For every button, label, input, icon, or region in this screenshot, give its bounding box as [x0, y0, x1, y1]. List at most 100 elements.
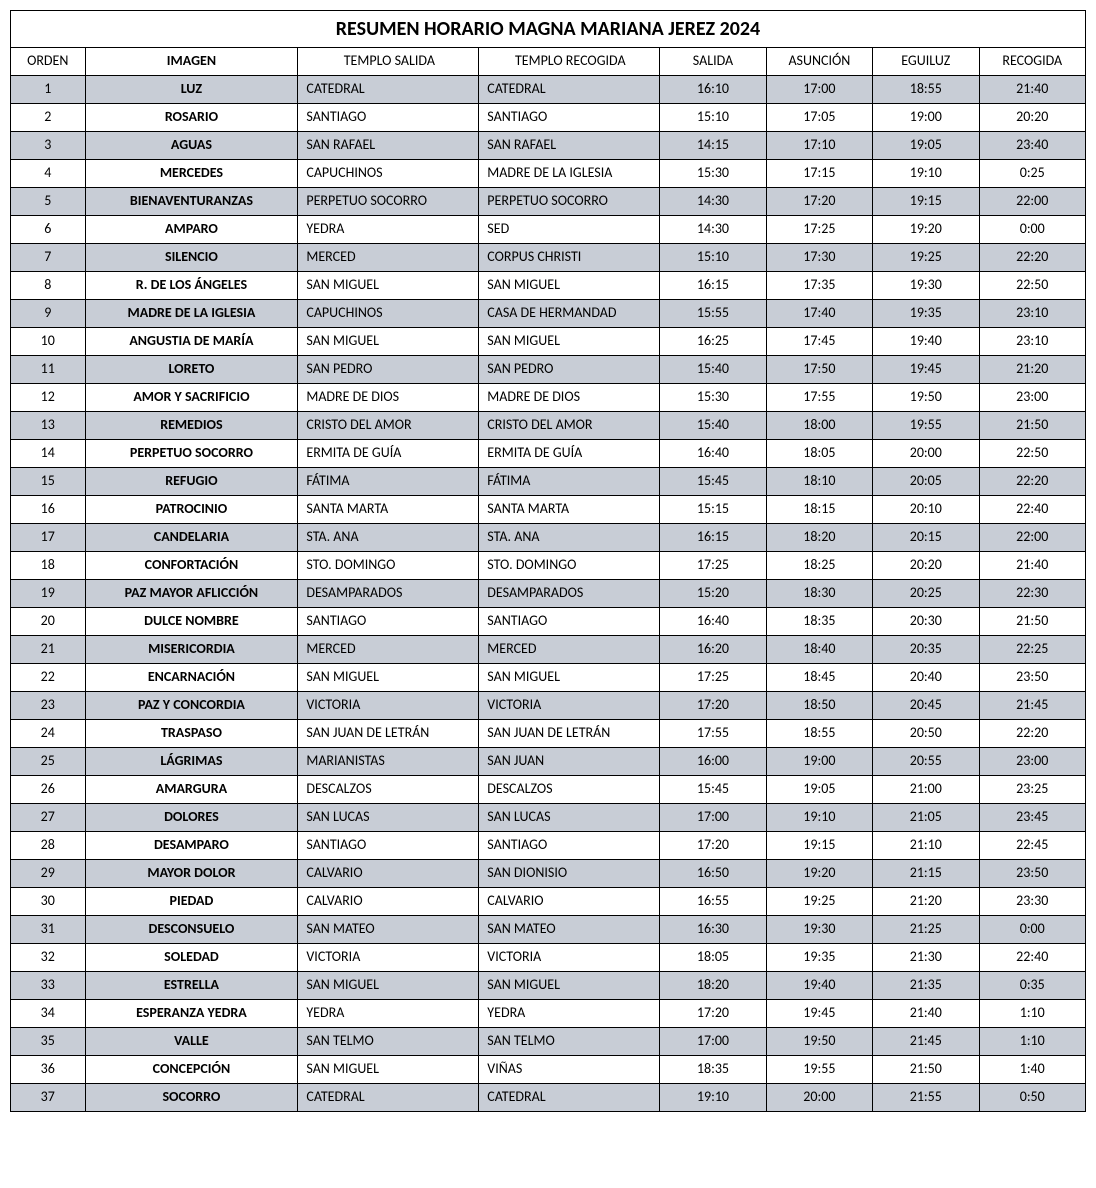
cell-salida: 16:50 [660, 859, 766, 887]
cell-eguiluz: 21:55 [873, 1083, 979, 1111]
col-header-templo-salida: TEMPLO SALIDA [298, 48, 479, 76]
cell-recogida: 0:00 [979, 915, 1086, 943]
cell-templo-recogida: SED [479, 215, 660, 243]
cell-eguiluz: 19:55 [873, 411, 979, 439]
table-row: 16PATROCINIOSANTA MARTASANTA MARTA15:151… [11, 495, 1086, 523]
cell-templo-recogida: SANTIAGO [479, 607, 660, 635]
cell-salida: 16:00 [660, 747, 766, 775]
cell-recogida: 22:20 [979, 467, 1086, 495]
cell-eguiluz: 20:20 [873, 551, 979, 579]
cell-asuncion: 17:45 [766, 327, 872, 355]
cell-orden: 32 [11, 943, 86, 971]
cell-imagen: MERCEDES [85, 159, 298, 187]
cell-recogida: 20:20 [979, 103, 1086, 131]
cell-orden: 20 [11, 607, 86, 635]
cell-templo-recogida: FÁTIMA [479, 467, 660, 495]
table-row: 4MERCEDESCAPUCHINOSMADRE DE LA IGLESIA15… [11, 159, 1086, 187]
cell-asuncion: 19:55 [766, 1055, 872, 1083]
cell-orden: 23 [11, 691, 86, 719]
cell-recogida: 22:30 [979, 579, 1086, 607]
cell-salida: 16:40 [660, 439, 766, 467]
cell-imagen: PERPETUO SOCORRO [85, 439, 298, 467]
table-row: 10ANGUSTIA DE MARÍASAN MIGUELSAN MIGUEL1… [11, 327, 1086, 355]
cell-recogida: 23:25 [979, 775, 1086, 803]
cell-eguiluz: 20:55 [873, 747, 979, 775]
cell-recogida: 1:40 [979, 1055, 1086, 1083]
cell-asuncion: 17:20 [766, 187, 872, 215]
cell-recogida: 23:45 [979, 803, 1086, 831]
cell-imagen: VALLE [85, 1027, 298, 1055]
cell-orden: 13 [11, 411, 86, 439]
cell-salida: 15:10 [660, 243, 766, 271]
cell-templo-salida: STA. ANA [298, 523, 479, 551]
cell-eguiluz: 21:00 [873, 775, 979, 803]
table-row: 32SOLEDADVICTORIAVICTORIA18:0519:3521:30… [11, 943, 1086, 971]
cell-templo-salida: CATEDRAL [298, 1083, 479, 1111]
table-row: 2ROSARIOSANTIAGOSANTIAGO15:1017:0519:002… [11, 103, 1086, 131]
cell-templo-salida: MERCED [298, 635, 479, 663]
cell-imagen: DESCONSUELO [85, 915, 298, 943]
cell-templo-salida: SAN JUAN DE LETRÁN [298, 719, 479, 747]
col-header-recogida: RECOGIDA [979, 48, 1086, 76]
cell-asuncion: 18:30 [766, 579, 872, 607]
cell-eguiluz: 18:55 [873, 75, 979, 103]
cell-templo-salida: SAN LUCAS [298, 803, 479, 831]
table-row: 31DESCONSUELOSAN MATEOSAN MATEO16:3019:3… [11, 915, 1086, 943]
cell-orden: 16 [11, 495, 86, 523]
cell-orden: 34 [11, 999, 86, 1027]
cell-asuncion: 17:25 [766, 215, 872, 243]
cell-templo-recogida: SAN MIGUEL [479, 663, 660, 691]
table-row: 37SOCORROCATEDRALCATEDRAL19:1020:0021:55… [11, 1083, 1086, 1111]
table-row: 29MAYOR DOLORCALVARIOSAN DIONISIO16:5019… [11, 859, 1086, 887]
col-header-templo-recogida: TEMPLO RECOGIDA [479, 48, 660, 76]
schedule-table: ORDEN IMAGEN TEMPLO SALIDA TEMPLO RECOGI… [10, 47, 1086, 1112]
cell-asuncion: 18:25 [766, 551, 872, 579]
cell-orden: 29 [11, 859, 86, 887]
cell-recogida: 23:50 [979, 663, 1086, 691]
cell-templo-recogida: MADRE DE DIOS [479, 383, 660, 411]
cell-asuncion: 17:30 [766, 243, 872, 271]
cell-salida: 16:55 [660, 887, 766, 915]
cell-orden: 6 [11, 215, 86, 243]
table-row: 35VALLESAN TELMOSAN TELMO17:0019:5021:45… [11, 1027, 1086, 1055]
cell-imagen: TRASPASO [85, 719, 298, 747]
cell-eguiluz: 20:40 [873, 663, 979, 691]
cell-templo-recogida: SAN PEDRO [479, 355, 660, 383]
cell-orden: 4 [11, 159, 86, 187]
cell-asuncion: 19:30 [766, 915, 872, 943]
cell-orden: 3 [11, 131, 86, 159]
cell-salida: 15:30 [660, 159, 766, 187]
cell-recogida: 23:30 [979, 887, 1086, 915]
table-row: 9MADRE DE LA IGLESIACAPUCHINOSCASA DE HE… [11, 299, 1086, 327]
cell-recogida: 21:50 [979, 607, 1086, 635]
cell-recogida: 22:20 [979, 243, 1086, 271]
cell-templo-recogida: SANTIAGO [479, 831, 660, 859]
cell-asuncion: 19:20 [766, 859, 872, 887]
cell-orden: 17 [11, 523, 86, 551]
cell-recogida: 22:45 [979, 831, 1086, 859]
table-row: 15REFUGIOFÁTIMAFÁTIMA15:4518:1020:0522:2… [11, 467, 1086, 495]
cell-asuncion: 18:05 [766, 439, 872, 467]
table-row: 36CONCEPCIÓNSAN MIGUELVIÑAS18:3519:5521:… [11, 1055, 1086, 1083]
table-row: 7SILENCIOMERCEDCORPUS CHRISTI15:1017:301… [11, 243, 1086, 271]
cell-templo-recogida: SANTA MARTA [479, 495, 660, 523]
cell-asuncion: 17:15 [766, 159, 872, 187]
cell-salida: 19:10 [660, 1083, 766, 1111]
cell-eguiluz: 19:30 [873, 271, 979, 299]
cell-eguiluz: 19:20 [873, 215, 979, 243]
cell-recogida: 22:00 [979, 187, 1086, 215]
table-row: 8R. DE LOS ÁNGELESSAN MIGUELSAN MIGUEL16… [11, 271, 1086, 299]
cell-orden: 28 [11, 831, 86, 859]
cell-asuncion: 18:20 [766, 523, 872, 551]
cell-templo-salida: MADRE DE DIOS [298, 383, 479, 411]
cell-recogida: 22:50 [979, 271, 1086, 299]
cell-templo-salida: DESCALZOS [298, 775, 479, 803]
cell-templo-salida: SAN MATEO [298, 915, 479, 943]
table-row: 18CONFORTACIÓNSTO. DOMINGOSTO. DOMINGO17… [11, 551, 1086, 579]
cell-recogida: 0:35 [979, 971, 1086, 999]
table-row: 11LORETOSAN PEDROSAN PEDRO15:4017:5019:4… [11, 355, 1086, 383]
table-row: 21MISERICORDIAMERCEDMERCED16:2018:4020:3… [11, 635, 1086, 663]
cell-templo-salida: CALVARIO [298, 887, 479, 915]
cell-recogida: 23:50 [979, 859, 1086, 887]
cell-salida: 14:30 [660, 187, 766, 215]
